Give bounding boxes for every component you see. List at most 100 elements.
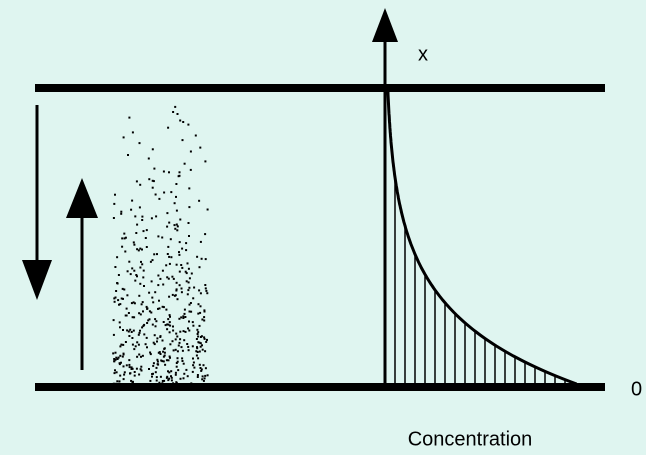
particle <box>120 361 122 364</box>
particle <box>157 351 160 354</box>
particle <box>159 277 162 280</box>
particle <box>184 270 187 273</box>
particle <box>201 318 204 321</box>
particle <box>192 361 195 364</box>
particle <box>148 291 151 294</box>
particle <box>142 383 145 386</box>
particle <box>176 360 179 363</box>
particle <box>128 366 131 369</box>
particle <box>114 382 117 385</box>
particle <box>133 348 136 351</box>
particle <box>167 370 169 373</box>
particle <box>174 371 177 374</box>
particle <box>168 255 171 258</box>
particle <box>185 242 188 245</box>
particle <box>174 294 177 297</box>
particle <box>175 263 178 266</box>
particle <box>205 289 208 292</box>
particle <box>176 350 179 353</box>
particle <box>176 113 179 115</box>
particle <box>168 377 171 380</box>
particle <box>185 280 188 283</box>
particle <box>174 348 177 351</box>
particle <box>178 284 181 287</box>
particle <box>114 358 117 361</box>
particle <box>175 362 178 364</box>
particle <box>133 243 136 246</box>
particle <box>141 248 143 251</box>
particle <box>171 340 174 343</box>
particle <box>142 276 145 279</box>
particle <box>142 324 145 327</box>
particle <box>199 345 202 348</box>
particle <box>163 351 166 354</box>
particle <box>200 257 203 260</box>
particle <box>200 368 203 371</box>
particle <box>140 369 143 372</box>
particle <box>203 337 206 340</box>
particle <box>146 307 149 310</box>
particle <box>118 363 121 366</box>
particle <box>175 365 178 368</box>
particle <box>132 241 135 244</box>
particle <box>195 338 198 340</box>
particle <box>189 168 192 171</box>
particle <box>149 260 152 263</box>
particle <box>115 290 118 292</box>
particle <box>198 363 201 366</box>
particle <box>133 269 136 272</box>
particle <box>156 363 159 366</box>
particle <box>161 236 164 239</box>
particle <box>153 253 156 256</box>
particle <box>151 323 154 326</box>
particle <box>130 368 133 370</box>
particle <box>198 199 201 202</box>
particle <box>178 171 181 174</box>
particle <box>127 312 130 314</box>
particle <box>168 262 171 265</box>
particle <box>169 324 172 327</box>
particle <box>165 264 168 267</box>
particle <box>162 321 165 323</box>
particle <box>140 365 143 368</box>
particle <box>124 250 127 253</box>
particle <box>191 370 194 373</box>
particle <box>188 235 190 237</box>
particle <box>139 266 142 269</box>
particle <box>162 355 165 358</box>
particle <box>140 303 143 306</box>
particle <box>203 336 206 339</box>
particle <box>115 356 118 359</box>
particle <box>112 352 115 355</box>
particle <box>144 343 147 346</box>
particle <box>134 215 137 218</box>
particle <box>133 302 136 305</box>
particle <box>166 212 169 215</box>
particle <box>186 293 189 296</box>
particle <box>176 335 179 338</box>
particle <box>172 382 175 385</box>
particle <box>172 349 175 352</box>
particle <box>168 295 171 298</box>
particle <box>129 328 132 331</box>
particle <box>187 222 190 224</box>
particle <box>199 292 202 295</box>
particle <box>125 307 128 310</box>
particle <box>187 345 190 348</box>
particle <box>131 367 134 370</box>
particle <box>206 374 209 377</box>
particle <box>185 272 188 275</box>
particle <box>120 297 123 300</box>
particle <box>116 256 119 259</box>
particle <box>168 321 171 324</box>
particle <box>127 154 129 156</box>
particle <box>171 293 174 296</box>
particle <box>198 383 201 386</box>
particle <box>136 341 139 344</box>
particle <box>128 260 131 263</box>
particle <box>186 343 189 345</box>
particle <box>157 284 160 287</box>
particle <box>161 360 164 363</box>
particle <box>117 382 120 385</box>
particle <box>112 217 115 219</box>
